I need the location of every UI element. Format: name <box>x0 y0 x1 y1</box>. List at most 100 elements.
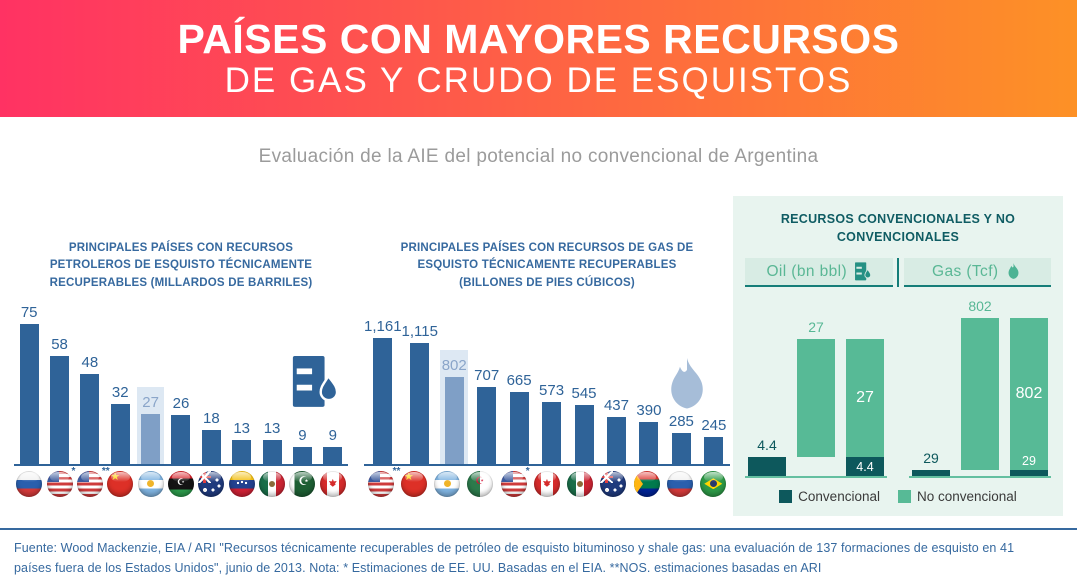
bar <box>80 373 100 464</box>
flag-emblem <box>289 471 315 497</box>
bar <box>232 439 252 464</box>
flag-cell <box>564 470 597 497</box>
gas-group-header: Gas (Tcf) <box>903 258 1051 288</box>
bar <box>373 337 393 464</box>
bar-column-rusia: 285 <box>665 302 697 464</box>
flag-cell <box>697 470 730 497</box>
bar-column-australia: 18 <box>196 302 226 464</box>
flag-emblem <box>229 471 255 497</box>
flag-cell <box>105 470 135 497</box>
oil-chart-title: PRINCIPALES PAÍSES CON RECURSOS PETROLER… <box>49 242 313 289</box>
bar-column-canada: 9 <box>318 302 348 464</box>
flag-argelia-icon <box>467 470 494 497</box>
bar-value: 245 <box>701 416 727 434</box>
bar-column-argentina: 802 <box>438 302 470 464</box>
bar <box>50 355 70 464</box>
flag-estados-unidos-icon <box>367 470 394 497</box>
flag-cell: * <box>497 466 530 497</box>
flag-rusia-icon <box>16 470 43 497</box>
bar-value: 1,115 <box>401 322 438 340</box>
page-title-line2: DE GAS Y CRUDO DE ESQUISTOS <box>224 61 853 101</box>
bar-value: 48 <box>81 353 99 371</box>
unconventional-bar-column: 802 <box>961 298 999 476</box>
stacked-bar-column: 27 4.4 <box>846 339 884 477</box>
flag-china-icon <box>400 470 427 497</box>
flag-emblem <box>259 471 285 497</box>
bar-column-brasil: 245 <box>698 302 730 464</box>
bar-value: 9 <box>328 426 337 444</box>
flag-australia-icon <box>198 470 225 497</box>
oil-barrel-icon <box>292 355 338 407</box>
bar-value: 27 <box>808 319 824 336</box>
oil-countries-chart: PRINCIPALES PAÍSES CON RECURSOS PETROLER… <box>14 196 348 497</box>
gas-chart-flags: *** <box>364 466 730 497</box>
bar-value: 573 <box>539 381 565 399</box>
bar-value: 437 <box>603 396 629 414</box>
bar-column-rusia: 75 <box>14 302 44 464</box>
flag-note: ** <box>392 465 401 477</box>
flag-emblem <box>138 471 164 497</box>
bar-column-china: 32 <box>105 302 135 464</box>
flag-libia-icon <box>167 470 194 497</box>
footer-divider <box>0 528 1077 531</box>
bar-column-argelia: 707 <box>470 302 502 464</box>
bar-column-estados-unidos: 48 <box>75 302 105 464</box>
bar-value: 26 <box>172 394 190 412</box>
flag-estados-unidos-icon <box>46 470 73 497</box>
bar-column-mexico: 13 <box>257 302 287 464</box>
bar-value: 545 <box>571 384 597 402</box>
bar-column-estados-unidos: 665 <box>503 302 535 464</box>
stacked-bar-column: 29 802 <box>1010 318 1048 477</box>
flag-cell <box>530 470 563 497</box>
bar-column-estados-unidos: 1,161 <box>364 302 402 464</box>
panel-chart: 4.4 27 27 4.4 29 802 29 802 <box>745 298 1051 479</box>
bar <box>171 414 191 464</box>
main-content: PRINCIPALES PAÍSES CON RECURSOS PETROLER… <box>0 196 1077 517</box>
bar-value: 802 <box>968 298 992 315</box>
bar-value: 285 <box>668 412 694 430</box>
flag-emblem <box>534 471 560 497</box>
bar-value: 390 <box>636 401 662 419</box>
unconventional-segment: 27 <box>846 339 884 458</box>
bar-value: 58 <box>51 335 68 353</box>
flag-rusia-icon <box>667 470 694 497</box>
flag-sudafrica-icon <box>633 470 660 497</box>
bar <box>110 403 130 464</box>
unconventional-bar <box>961 318 999 471</box>
conventional-bar <box>912 470 950 477</box>
bar-value: 29 <box>923 450 939 467</box>
flag-cell <box>257 470 287 497</box>
source-note: Fuente: Wood Mackenzie, EIA / ARI "Recur… <box>14 541 1015 575</box>
bar <box>292 446 312 464</box>
bar-value: 9 <box>298 426 307 444</box>
flag-emblem <box>76 470 89 482</box>
gas-countries-chart: PRINCIPALES PAÍSES CON RECURSOS DE GAS D… <box>364 196 730 497</box>
flag-pakistan-icon <box>289 470 316 497</box>
bar-column-china: 1,115 <box>402 302 438 464</box>
bar <box>141 413 161 464</box>
flag-china-icon <box>107 470 134 497</box>
unconventional-segment: 802 <box>1010 318 1048 471</box>
flag-note: * <box>525 465 530 477</box>
bar-column-venezuela: 13 <box>227 302 257 464</box>
flag-cell <box>14 470 44 497</box>
flag-cell <box>318 470 348 497</box>
bar <box>704 436 724 464</box>
bar-value: 13 <box>263 419 281 437</box>
segment-value: 29 <box>1022 454 1036 469</box>
flag-emblem <box>198 470 212 483</box>
flag-emblem <box>320 471 346 497</box>
panel-legend: Convencional No convencional <box>745 489 1051 504</box>
flag-cell <box>464 470 497 497</box>
bar <box>509 391 529 464</box>
oil-group: 4.4 27 27 4.4 <box>745 299 887 479</box>
bar <box>477 386 497 464</box>
bar-column-australia: 437 <box>600 302 632 464</box>
legend-label: Convencional <box>798 489 880 505</box>
bar <box>410 342 430 464</box>
bar-column-mexico: 545 <box>568 302 600 464</box>
bar <box>574 404 594 464</box>
bar-column-libia: 26 <box>166 302 196 464</box>
unconventional-bar-column: 27 <box>797 319 835 476</box>
flag-cell <box>196 470 226 497</box>
